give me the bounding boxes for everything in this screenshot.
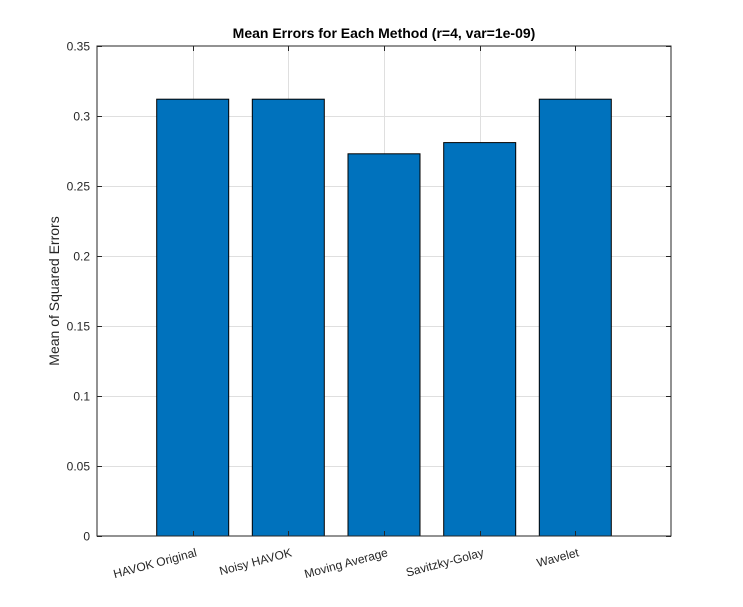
- bars: [156, 98, 612, 537]
- x-tick-label: Noisy HAVOK: [218, 545, 294, 578]
- y-tick-label: 0.15: [67, 320, 91, 334]
- bar-noisy-havok: [251, 98, 325, 537]
- y-axis-label: Mean of Squared Errors: [46, 216, 62, 365]
- y-axis-ticks: 0 0.05 0.1 0.15 0.2 0.25 0.3 0.35: [67, 40, 671, 544]
- y-tick-label: 0.25: [67, 180, 91, 194]
- y-tick-label: 0.3: [73, 110, 90, 124]
- x-tick-label: Savitzky-Golay: [404, 545, 485, 579]
- x-tick-label: Wavelet: [535, 545, 581, 570]
- bar-havok-original: [156, 98, 230, 537]
- y-tick-label: 0.2: [73, 250, 90, 264]
- bar-savitzky-golay: [443, 142, 517, 537]
- bar-wavelet: [538, 98, 612, 537]
- y-tick-label: 0: [83, 530, 90, 544]
- y-tick-label: 0.1: [73, 390, 90, 404]
- y-tick-label: 0.35: [67, 40, 91, 54]
- y-tick-label: 0.05: [67, 460, 91, 474]
- chart-title: Mean Errors for Each Method (r=4, var=1e…: [233, 25, 536, 41]
- bar-moving-average: [347, 153, 421, 537]
- x-tick-label: HAVOK Original: [112, 545, 199, 581]
- x-tick-label: Moving Average: [303, 545, 390, 581]
